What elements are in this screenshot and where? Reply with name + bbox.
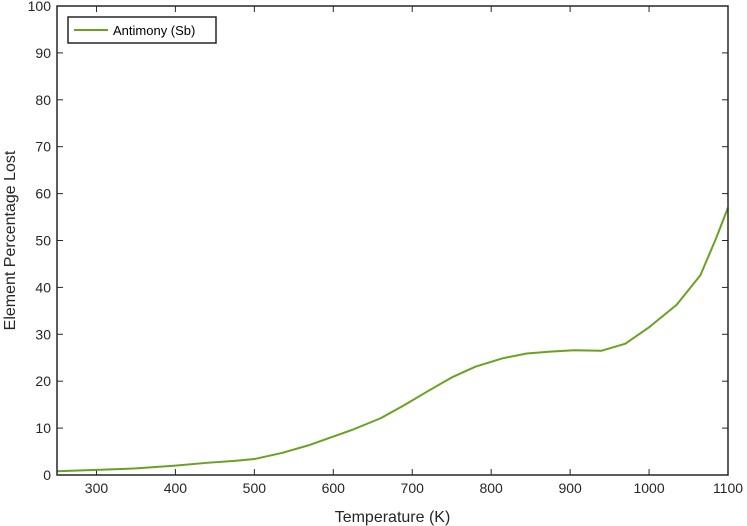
plot-frame (56, 5, 729, 476)
plot-area (57, 6, 728, 475)
y-tick-label: 80 (35, 92, 51, 108)
x-tick-label: 600 (322, 480, 346, 496)
series-layer (56, 207, 729, 473)
x-tick-label: 700 (401, 480, 425, 496)
tick-labels: 300 400 500 600 700 800 900 1000 1100 0 10 20 30 40 50… (28, 0, 744, 496)
legend: Antimony (Sb) (67, 16, 217, 44)
x-axis-title: Temperature (K) (335, 509, 451, 526)
y-tick-label: 70 (35, 139, 51, 155)
y-tick-label: 50 (35, 233, 51, 249)
x-tick-label: 900 (558, 480, 582, 496)
x-tick-label: 400 (164, 480, 188, 496)
x-tick-label: 300 (85, 480, 109, 496)
y-tick-label: 40 (35, 279, 51, 295)
series-line-antimony (56, 207, 729, 473)
y-tick-label: 90 (35, 45, 51, 61)
x-tick-label: 1000 (633, 480, 664, 496)
x-tick-label: 1100 (713, 480, 743, 496)
y-axis-title: Element Percentage Lost (2, 150, 19, 330)
y-tick-label: 20 (35, 373, 51, 389)
x-tick-label: 500 (243, 480, 267, 496)
y-tick-label: 30 (35, 326, 51, 342)
y-tick-label: 10 (35, 420, 51, 436)
x-tick-label: 800 (479, 480, 503, 496)
y-tick-label: 60 (35, 186, 51, 202)
legend-label: Antimony (Sb) (113, 23, 195, 38)
y-tick-label: 100 (28, 0, 52, 14)
y-tick-label: 0 (43, 467, 51, 483)
